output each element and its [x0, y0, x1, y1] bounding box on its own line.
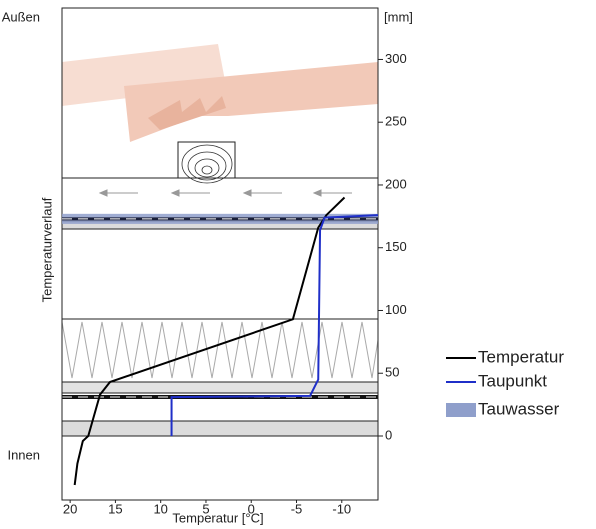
plot-frame — [61, 7, 379, 501]
legend-label: Tauwasser — [478, 399, 560, 418]
series-line — [170, 214, 379, 436]
x-tick-label: -5 — [291, 501, 303, 516]
legend-label: Temperatur — [478, 347, 564, 366]
outside-label: Außen — [2, 9, 40, 24]
insulation-pattern — [61, 321, 379, 379]
y-tick-label: 300 — [385, 51, 407, 66]
batten — [177, 141, 236, 179]
inside-label: Innen — [7, 447, 40, 462]
plaster — [61, 420, 379, 437]
y-tick-label: 250 — [385, 114, 407, 129]
x-axis-label: Temperatur [°C] — [172, 510, 263, 525]
y-tick-label: 100 — [385, 302, 407, 317]
roof-tile — [124, 62, 378, 142]
legend-swatch — [446, 403, 476, 417]
y-tick-label: 50 — [385, 365, 399, 380]
y-axis-label: Temperaturverlauf — [39, 197, 54, 302]
roof-tile — [148, 96, 226, 130]
x-tick-label: 5 — [202, 501, 209, 516]
layers — [61, 7, 379, 501]
insulation — [61, 318, 379, 383]
y-tick-label: 200 — [385, 176, 407, 191]
legend-label: Taupunkt — [478, 371, 547, 390]
x-tick-label: 10 — [153, 501, 167, 516]
y-unit-label: [mm] — [384, 9, 413, 24]
x-tick-label: -10 — [332, 501, 351, 516]
wood-grain — [181, 144, 233, 184]
airflow — [98, 189, 352, 197]
x-tick-label: 20 — [63, 501, 77, 516]
y-tick-label: 150 — [385, 239, 407, 254]
x-tick-label: 0 — [248, 501, 255, 516]
y-tick-label: 0 — [385, 427, 392, 442]
x-tick-label: 15 — [108, 501, 122, 516]
